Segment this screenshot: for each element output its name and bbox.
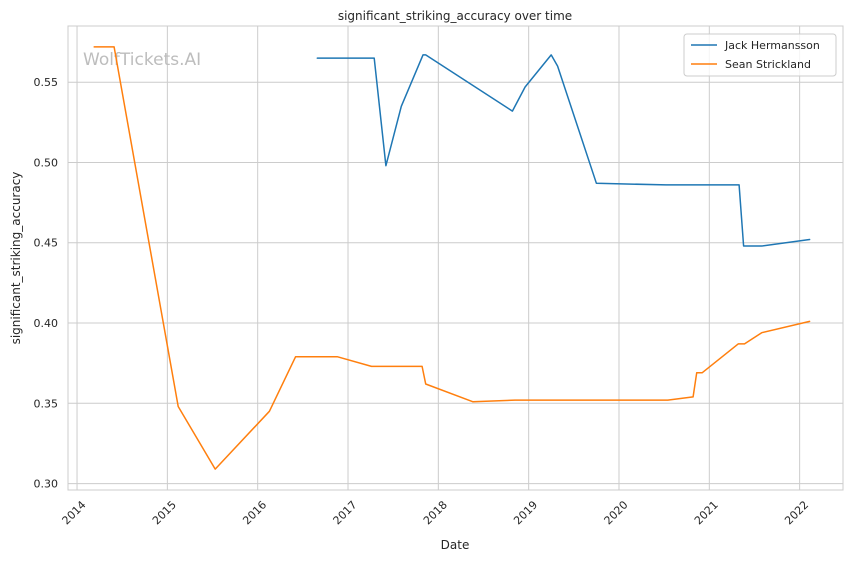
x-axis-label: Date [441, 538, 470, 552]
legend-label-sean-strickland: Sean Strickland [725, 58, 811, 71]
y-tick-label: 0.30 [34, 478, 59, 491]
x-tick-label: 2017 [331, 498, 360, 527]
y-tick-label: 0.50 [34, 156, 59, 169]
x-tick-label: 2021 [692, 498, 721, 527]
x-tick-label: 2022 [782, 498, 811, 527]
y-tick-labels: 0.30 0.35 0.40 0.45 0.50 0.55 [34, 76, 59, 490]
x-tick-label: 2015 [150, 498, 179, 527]
x-gridlines [76, 26, 801, 490]
series-line-sean-strickland [93, 46, 811, 470]
x-tick-labels: 2014 2015 2016 2017 2018 2019 2020 2021 2022 [60, 498, 812, 527]
series-line-jack-hermansson [316, 54, 811, 247]
y-tick-label: 0.40 [34, 317, 59, 330]
legend-box [683, 33, 837, 77]
legend-label-jack-hermansson: Jack Hermansson [724, 39, 820, 52]
plot-frame [67, 25, 844, 491]
legend: Jack Hermansson Sean Strickland [683, 33, 837, 77]
y-gridlines [68, 81, 843, 485]
y-tick-label: 0.45 [34, 237, 59, 250]
y-tick-label: 0.35 [34, 397, 59, 410]
x-tick-label: 2018 [421, 498, 450, 527]
x-tick-label: 2019 [511, 498, 540, 527]
x-tick-label: 2016 [240, 498, 269, 527]
plot-background [68, 26, 843, 490]
y-tick-label: 0.55 [34, 76, 59, 89]
x-tick-label: 2020 [602, 498, 631, 527]
x-tick-label: 2014 [60, 498, 89, 527]
y-axis-label: significant_striking_accuracy [9, 172, 23, 345]
series-layer [93, 46, 811, 470]
watermark-text: WolfTickets.AI [83, 50, 201, 70]
chart-title: significant_striking_accuracy over time [338, 9, 572, 23]
